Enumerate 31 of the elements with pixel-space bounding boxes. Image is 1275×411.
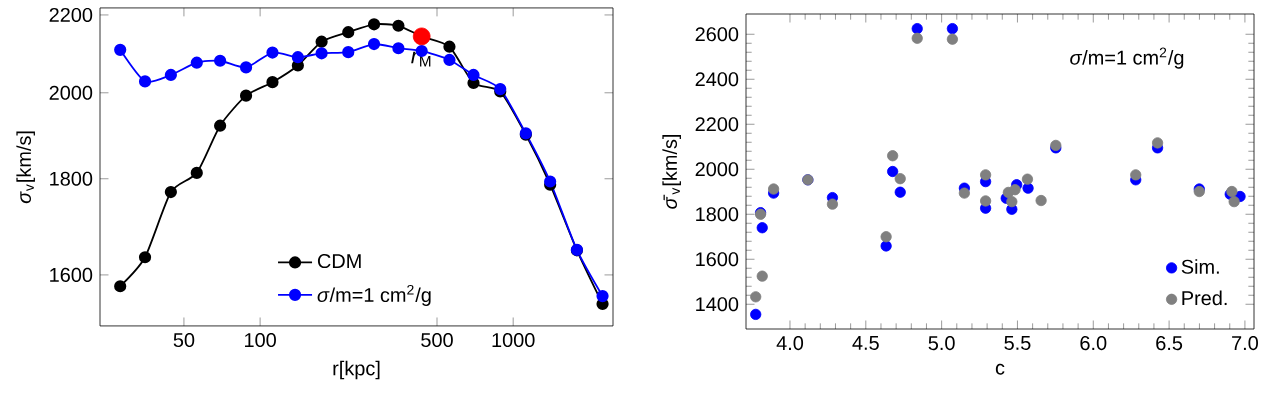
x-tick-label: 500 [421,332,453,348]
y-tick-label: 2200 [695,117,739,132]
x-tick-label: 50 [173,332,195,348]
x-tick-label: 6.5 [1156,336,1183,351]
y-tick-label: 2200 [49,7,93,22]
y-tick-label: 1800 [696,207,739,222]
y-tick-label: 1600 [696,252,739,267]
x-tick-label: 4.0 [776,336,804,351]
x-tick-label: 5.5 [1004,336,1031,350]
annotation: σ/m=1 cm$^{2}$/g [1070,47,1184,69]
x-tick-label: 7.0 [1232,336,1258,351]
y-tick-label: 2000 [695,162,739,177]
y-tick-label: 2400 [695,72,739,87]
legend-label: Pred. [1182,290,1227,306]
y-tick-label: 1600 [50,267,93,282]
y-axis-title: σ$_{v}$[km/s] [16,131,35,204]
x-tick-label: 4.5 [852,336,879,350]
legend-label: CDM [317,254,361,269]
y-tick-label: 1400 [696,297,739,312]
x-axis-title: r[kpc] [333,360,380,380]
legend-label: Sim. [1181,259,1219,274]
x-axis-title: c [995,363,1005,375]
legend-label: σ/m=1 cm$^{2}$/g [317,284,431,306]
y-axis-title: σ̄$_{v}$[km/s] [662,134,681,209]
x-tick-label: 5.0 [928,336,955,351]
y-tick-label: 2000 [49,85,93,100]
x-tick-label: 1000 [492,332,535,348]
x-tick-label: 100 [245,332,276,348]
y-tick-label: 2600 [695,27,739,42]
x-tick-label: 6.0 [1080,336,1107,351]
y-tick-label: 1800 [50,171,93,186]
